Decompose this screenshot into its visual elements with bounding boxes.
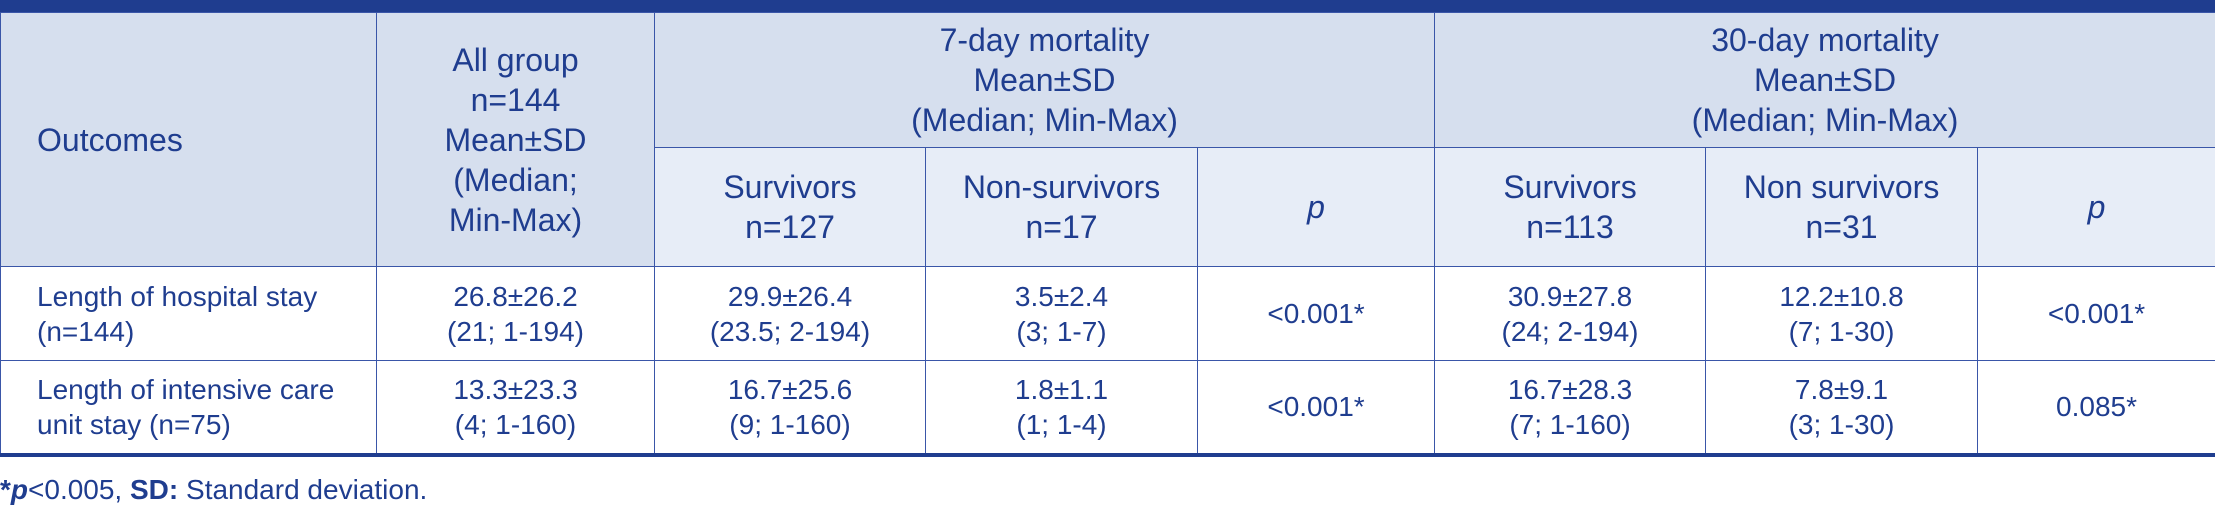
cell-survivors-30day: 16.7±28.3 (7; 1-160) xyxy=(1434,360,1707,457)
cell-p-30day: 0.085* xyxy=(1977,360,2215,457)
cell-p-7day: <0.001* xyxy=(1196,360,1436,457)
header-30day-mortality: 30-day mortality Mean±SD (Median; Min-Ma… xyxy=(1434,12,2215,148)
cell-nonsurvivors-30day: 7.8±9.1 (3; 1-30) xyxy=(1705,360,1979,457)
table-footnote: *p<0.005, SD: Standard deviation. xyxy=(0,473,2215,507)
header-nonsurvivors-7day: Non-survivors n=17 xyxy=(925,147,1198,267)
footnote-p: p xyxy=(10,473,29,505)
header-7day-mortality: 7-day mortality Mean±SD (Median; Min-Max… xyxy=(653,12,1436,148)
cell-survivors-7day: 29.9±26.4 (23.5; 2-194) xyxy=(654,266,926,361)
table-row: Length of intensive care unit stay (n=75… xyxy=(0,360,2215,457)
footnote-threshold: <0.005, xyxy=(28,473,130,505)
cell-nonsurvivors-7day: 3.5±2.4 (3; 1-7) xyxy=(925,266,1198,361)
footnote-star: * xyxy=(0,473,11,505)
cell-outcome: Length of hospital stay (n=144) xyxy=(0,266,377,361)
footnote-sd-label: SD: xyxy=(130,473,179,505)
cell-survivors-30day: 30.9±27.8 (24; 2-194) xyxy=(1434,266,1707,361)
footnote-sd-text: Standard deviation. xyxy=(178,473,428,505)
outcomes-table: Outcomes All group n=144 Mean±SD (Median… xyxy=(0,12,2215,457)
cell-p-7day: <0.001* xyxy=(1196,266,1436,361)
header-outcomes: Outcomes xyxy=(0,12,377,267)
cell-all-group: 26.8±26.2 (21; 1-194) xyxy=(376,266,655,361)
cell-all-group: 13.3±23.3 (4; 1-160) xyxy=(376,360,655,457)
header-all-group: All group n=144 Mean±SD (Median; Min-Max… xyxy=(376,12,655,267)
header-survivors-30day: Survivors n=113 xyxy=(1434,147,1707,267)
cell-p-30day: <0.001* xyxy=(1977,266,2215,361)
top-rule xyxy=(0,0,2215,12)
header-nonsurvivors-30day: Non survivors n=31 xyxy=(1705,147,1979,267)
table-container: Outcomes All group n=144 Mean±SD (Median… xyxy=(0,0,2215,507)
header-survivors-7day: Survivors n=127 xyxy=(654,147,926,267)
cell-survivors-7day: 16.7±25.6 (9; 1-160) xyxy=(654,360,926,457)
cell-nonsurvivors-30day: 12.2±10.8 (7; 1-30) xyxy=(1705,266,1979,361)
cell-outcome: Length of intensive care unit stay (n=75… xyxy=(0,360,377,457)
header-p-30day: p xyxy=(1977,147,2215,267)
header-p-7day: p xyxy=(1196,147,1436,267)
cell-nonsurvivors-7day: 1.8±1.1 (1; 1-4) xyxy=(925,360,1198,457)
table-row: Length of hospital stay (n=144) 26.8±26.… xyxy=(0,266,2215,361)
